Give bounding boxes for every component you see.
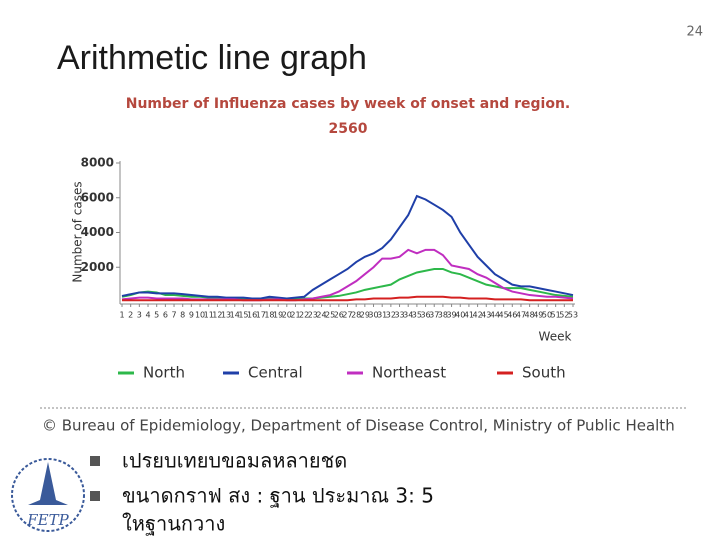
- x-tick-label: 1: [119, 311, 124, 320]
- x-tick-label: 11: [204, 311, 214, 320]
- x-tick-label: 22: [299, 311, 309, 320]
- x-tick-label: 23: [308, 311, 318, 320]
- series-line: [122, 295, 573, 302]
- credit: © Bureau of Epidemiology, Department of …: [42, 417, 675, 435]
- x-tick-label: 49: [533, 311, 543, 320]
- bullet-text: ใหฐานกวาง: [122, 512, 225, 536]
- x-tick-label: 19: [273, 311, 283, 320]
- x-tick-label: 41: [464, 311, 474, 320]
- x-tick-label: 51: [551, 311, 561, 320]
- x-tick-label: 43: [481, 311, 491, 320]
- y-tick-label: 4000: [81, 225, 114, 239]
- logo-text: FETP: [26, 511, 69, 529]
- x-tick-label: 18: [264, 311, 274, 320]
- x-tick-label: 30: [368, 311, 378, 320]
- legend-label: Northeast: [372, 364, 446, 382]
- x-tick-label: 20: [282, 311, 292, 320]
- x-tick-label: 6: [163, 311, 168, 320]
- x-tick-label: 29: [360, 311, 370, 320]
- x-tick-label: 48: [525, 311, 535, 320]
- x-tick-label: 40: [455, 311, 465, 320]
- x-tick-label: 46: [507, 311, 517, 320]
- x-tick-label: 13: [221, 311, 231, 320]
- x-tick-label: 27: [342, 311, 352, 320]
- y-tick-label: 2000: [81, 260, 114, 274]
- x-tick-label: 28: [351, 311, 361, 320]
- x-axis-label: Week: [539, 330, 572, 344]
- x-tick-label: 9: [189, 311, 194, 320]
- x-tick-label: 38: [438, 311, 448, 320]
- x-tick-label: 16: [247, 311, 257, 320]
- x-tick-label: 52: [559, 311, 569, 320]
- x-tick-label: 15: [238, 311, 248, 320]
- x-tick-label: 53: [568, 311, 578, 320]
- legend-label: North: [143, 364, 185, 382]
- x-tick-label: 21: [290, 311, 300, 320]
- x-tick-label: 24: [316, 311, 326, 320]
- x-tick-label: 25: [325, 311, 335, 320]
- x-tick-label: 45: [499, 311, 509, 320]
- bullet-marker: [90, 491, 100, 501]
- x-tick-label: 32: [386, 311, 396, 320]
- y-tick-label: 6000: [81, 190, 114, 204]
- legend-label: South: [522, 364, 566, 382]
- x-tick-label: 33: [394, 311, 404, 320]
- x-tick-label: 42: [473, 311, 483, 320]
- series-line: [121, 248, 574, 302]
- x-tick-label: 37: [429, 311, 439, 320]
- x-tick-label: 14: [230, 311, 240, 320]
- bullet-text: ขนาดกราฟ สง : ฐาน ประมาณ 3: 5: [122, 484, 434, 508]
- chart-subtitle: 2560: [329, 121, 368, 137]
- legend-label: Central: [248, 364, 303, 382]
- x-tick-label: 34: [403, 311, 413, 320]
- x-tick-label: 10: [195, 311, 205, 320]
- slide-title: Arithmetic line graph: [57, 39, 367, 77]
- x-tick-label: 4: [145, 311, 150, 320]
- series-line: [121, 267, 574, 301]
- logo: FETP: [11, 458, 85, 532]
- x-tick-label: 31: [377, 311, 387, 320]
- x-tick-label: 2: [128, 311, 133, 320]
- x-tick-label: 12: [212, 311, 222, 320]
- y-tick-label: 8000: [81, 156, 114, 170]
- x-tick-label: 36: [420, 311, 430, 320]
- x-tick-label: 47: [516, 311, 526, 320]
- x-tick-label: 35: [412, 311, 422, 320]
- series-line: [121, 194, 574, 300]
- x-tick-label: 26: [334, 311, 344, 320]
- chart-title: Number of Influenza cases by week of ons…: [126, 96, 571, 112]
- x-tick-label: 44: [490, 311, 500, 320]
- x-tick-label: 7: [171, 311, 176, 320]
- x-tick-label: 17: [256, 311, 266, 320]
- bullet-text: เปรยบเทยบขอมลหลายชด: [122, 449, 347, 473]
- y-axis-label: Number of cases: [71, 181, 85, 282]
- x-tick-label: 50: [542, 311, 552, 320]
- x-tick-label: 5: [154, 311, 159, 320]
- bullet-marker: [90, 456, 100, 466]
- x-tick-label: 8: [180, 311, 185, 320]
- x-tick-label: 39: [446, 311, 456, 320]
- x-tick-label: 3: [137, 311, 142, 320]
- page-number: 24: [686, 25, 703, 40]
